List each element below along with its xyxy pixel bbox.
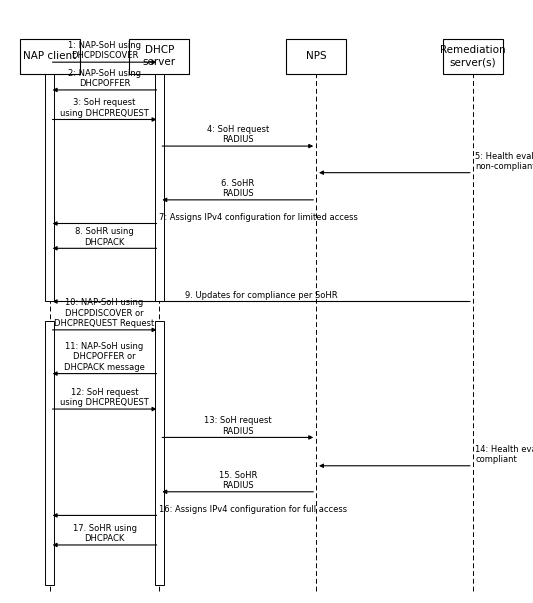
Bar — [20, 39, 80, 74]
Bar — [45, 46, 54, 302]
Text: 8. SoHR using
DHCPACK: 8. SoHR using DHCPACK — [75, 227, 134, 247]
Text: 14: Health evaluation/
compliant: 14: Health evaluation/ compliant — [475, 444, 533, 464]
Bar — [45, 321, 54, 585]
Text: 6. SoHR
RADIUS: 6. SoHR RADIUS — [221, 178, 254, 198]
Text: 2: NAP-SoH using
DHCPOFFER: 2: NAP-SoH using DHCPOFFER — [68, 69, 141, 88]
Text: NPS: NPS — [306, 51, 326, 62]
Text: NAP client: NAP client — [23, 51, 76, 62]
Bar — [443, 39, 503, 74]
Text: 11: NAP-SoH using
DHCPOFFER or
DHCPACK message: 11: NAP-SoH using DHCPOFFER or DHCPACK m… — [64, 342, 145, 372]
Text: 7: Assigns IPv4 configuration for limited access: 7: Assigns IPv4 configuration for limite… — [159, 213, 358, 222]
Text: 12: SoH request
using DHCPREQUEST: 12: SoH request using DHCPREQUEST — [60, 388, 149, 407]
Text: DHCP
server: DHCP server — [143, 45, 176, 67]
Bar — [130, 39, 189, 74]
Bar — [155, 46, 164, 302]
Text: 15. SoHR
RADIUS: 15. SoHR RADIUS — [219, 470, 257, 490]
Text: 10: NAP-SoH using
DHCPDISCOVER or
DHCPREQUEST Request: 10: NAP-SoH using DHCPDISCOVER or DHCPRE… — [54, 298, 155, 328]
Text: 3: SoH request
using DHCPREQUEST: 3: SoH request using DHCPREQUEST — [60, 98, 149, 118]
Text: 5: Health evaluation/
non-compliant: 5: Health evaluation/ non-compliant — [475, 151, 533, 171]
Text: 17. SoHR using
DHCPACK: 17. SoHR using DHCPACK — [72, 524, 136, 543]
Text: 16: Assigns IPv4 configuration for full access: 16: Assigns IPv4 configuration for full … — [159, 505, 348, 514]
Text: 13: SoH request
RADIUS: 13: SoH request RADIUS — [204, 416, 272, 435]
Text: 1: NAP-SoH using
DHCPDISCOVER: 1: NAP-SoH using DHCPDISCOVER — [68, 41, 141, 60]
Text: Remediation
server(s): Remediation server(s) — [440, 45, 506, 67]
Bar — [155, 321, 164, 585]
Text: 4: SoH request
RADIUS: 4: SoH request RADIUS — [207, 125, 269, 144]
Bar — [286, 39, 346, 74]
Text: 9. Updates for compliance per SoHR: 9. Updates for compliance per SoHR — [185, 291, 337, 300]
